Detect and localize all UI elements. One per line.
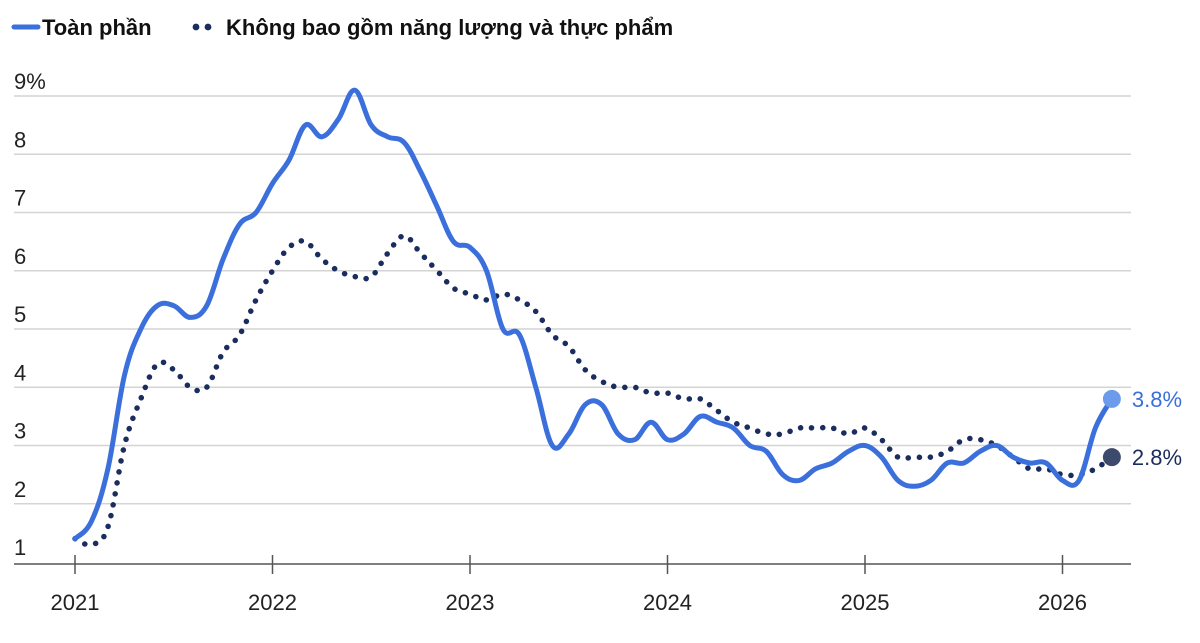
y-tick-label: 2 <box>14 477 26 502</box>
legend-label-core: Không bao gồm năng lượng và thực phẩm <box>226 15 673 40</box>
series-layer <box>72 87 1115 548</box>
end-labels: 3.8% 2.8% <box>1102 387 1182 470</box>
legend-swatch-core-dot-2 <box>204 23 212 31</box>
x-axis: 2021 2022 2023 2024 2025 2026 <box>14 555 1131 615</box>
y-axis: 9% 8 7 6 5 4 3 2 1 <box>14 69 1131 560</box>
x-tick-label: 2023 <box>446 590 495 615</box>
legend: Toàn phần Không bao gồm năng lượng và th… <box>11 15 673 40</box>
x-tick-label: 2025 <box>841 590 890 615</box>
x-tick-label: 2026 <box>1038 590 1087 615</box>
y-tick-label: 1 <box>14 535 26 560</box>
end-point-core <box>1102 448 1121 467</box>
y-tick-label: 8 <box>14 127 26 152</box>
y-tick-label: 4 <box>14 360 26 385</box>
legend-swatch-core-dot-1 <box>192 23 200 31</box>
y-tick-label: 7 <box>14 186 26 211</box>
x-tick-label: 2022 <box>248 590 297 615</box>
series-line-overall <box>72 87 1115 542</box>
y-tick-label: 6 <box>14 244 26 269</box>
x-tick-label: 2021 <box>51 590 100 615</box>
legend-label-overall: Toàn phần <box>42 15 152 40</box>
y-tick-label: 9% <box>14 69 46 94</box>
y-tick-label: 3 <box>14 419 26 444</box>
end-label-overall: 3.8% <box>1132 387 1182 412</box>
series-line-core <box>72 233 1115 548</box>
end-label-core: 2.8% <box>1132 445 1182 470</box>
y-tick-label: 5 <box>14 302 26 327</box>
end-point-overall <box>1102 389 1121 408</box>
x-tick-label: 2024 <box>643 590 692 615</box>
